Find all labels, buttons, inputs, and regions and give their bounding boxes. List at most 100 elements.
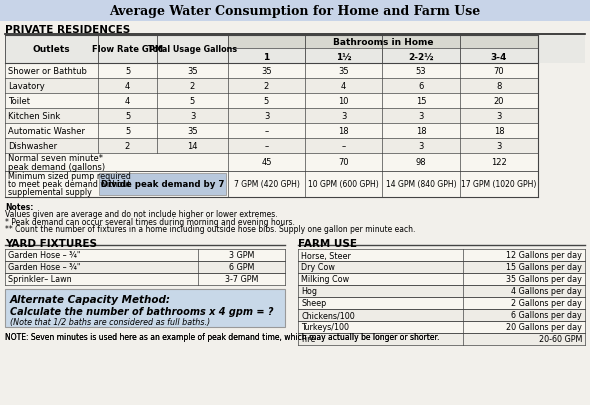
Text: 6 Gallons per day: 6 Gallons per day (512, 311, 582, 320)
Text: Chickens/100: Chickens/100 (301, 311, 355, 320)
Text: 20 Gallons per day: 20 Gallons per day (506, 323, 582, 332)
Text: (Note that 1/2 baths are considered as full baths.): (Note that 1/2 baths are considered as f… (10, 318, 210, 327)
Text: 6 GPM: 6 GPM (229, 263, 254, 272)
Bar (298, 261, 585, 273)
Text: peak demand (gallons): peak demand (gallons) (8, 163, 105, 172)
Text: Sprinkler– Lawn: Sprinkler– Lawn (8, 275, 71, 284)
Text: 3-4: 3-4 (491, 52, 507, 61)
Text: Calculate the number of bathrooms x 4 gpm = ?: Calculate the number of bathrooms x 4 gp… (10, 306, 274, 316)
Text: 2: 2 (190, 82, 195, 91)
Text: 70: 70 (494, 67, 504, 76)
Bar (5, 64, 538, 79)
Text: Flow Rate GPM: Flow Rate GPM (92, 45, 163, 54)
Text: Toilet: Toilet (8, 97, 30, 106)
Text: Average Water Consumption for Home and Farm Use: Average Water Consumption for Home and F… (109, 4, 481, 17)
Text: 10: 10 (338, 97, 349, 106)
Text: Shower or Bathtub: Shower or Bathtub (8, 67, 87, 76)
Bar (298, 333, 585, 345)
Text: Bathrooms in Home: Bathrooms in Home (333, 38, 433, 47)
Text: 45: 45 (261, 158, 272, 167)
Text: 1: 1 (263, 52, 270, 61)
Text: NOTE: Seven minutes is used here as an example of peak demand time, which may ac: NOTE: Seven minutes is used here as an e… (5, 332, 440, 341)
Text: 3: 3 (190, 112, 195, 121)
Bar (298, 273, 585, 285)
Text: 3: 3 (496, 142, 502, 151)
Text: –: – (264, 142, 268, 151)
Text: 4: 4 (341, 82, 346, 91)
Bar (228, 36, 538, 49)
Text: Dry Cow: Dry Cow (301, 263, 335, 272)
Text: 6: 6 (418, 82, 424, 91)
Text: Dishwasher: Dishwasher (8, 142, 57, 151)
Text: 15: 15 (416, 97, 426, 106)
Text: Total Usage Gallons: Total Usage Gallons (148, 45, 237, 54)
Text: 18: 18 (416, 127, 427, 136)
Text: Values given are average and do not include higher or lower extremes.: Values given are average and do not incl… (5, 210, 278, 219)
Text: NOTE: Seven minutes is used here as an example of peak demand time, which may ac: NOTE: Seven minutes is used here as an e… (5, 332, 440, 341)
Text: Fire: Fire (301, 335, 316, 344)
Text: YARD FIXTURES: YARD FIXTURES (5, 239, 97, 248)
Text: FARM USE: FARM USE (298, 239, 357, 248)
Text: 3: 3 (264, 112, 269, 121)
Text: Milking Cow: Milking Cow (301, 275, 349, 284)
Bar (5, 94, 538, 109)
Text: ** Count the number of fixtures in a home including outside hose bibs. Supply on: ** Count the number of fixtures in a hom… (5, 225, 415, 234)
Bar (5, 124, 538, 139)
Text: 35: 35 (261, 67, 272, 76)
Bar (298, 285, 585, 297)
Text: 3: 3 (418, 142, 424, 151)
Text: 122: 122 (491, 158, 507, 167)
Text: 5: 5 (190, 97, 195, 106)
Text: 4: 4 (125, 97, 130, 106)
Text: 5: 5 (125, 127, 130, 136)
Text: Garden Hose – ¾": Garden Hose – ¾" (8, 251, 80, 260)
Text: Lavatory: Lavatory (8, 82, 45, 91)
Bar (5, 261, 285, 273)
Text: Alternate Capacity Method:: Alternate Capacity Method: (10, 294, 171, 304)
Text: * Peak demand can occur several times during morning and evening hours.: * Peak demand can occur several times du… (5, 217, 295, 226)
Text: 35: 35 (187, 127, 198, 136)
Text: to meet peak demand without: to meet peak demand without (8, 180, 130, 189)
Text: Notes:: Notes: (5, 202, 34, 211)
Text: Kitchen Sink: Kitchen Sink (8, 112, 60, 121)
Text: 4: 4 (125, 82, 130, 91)
Text: Hog: Hog (301, 287, 317, 296)
Bar (99, 174, 226, 196)
Text: Automatic Washer: Automatic Washer (8, 127, 85, 136)
Text: 2 Gallons per day: 2 Gallons per day (511, 299, 582, 308)
Text: 15 Gallons per day: 15 Gallons per day (506, 263, 582, 272)
Text: Divide peak demand by 7: Divide peak demand by 7 (101, 180, 225, 189)
Text: Minimum sized pump required: Minimum sized pump required (8, 172, 131, 181)
Bar (298, 297, 585, 309)
Text: 10 GPM (600 GPH): 10 GPM (600 GPH) (308, 180, 379, 189)
Text: 2-2½: 2-2½ (408, 52, 434, 61)
Text: supplemental supply: supplemental supply (8, 188, 92, 197)
Text: 14 GPM (840 GPH): 14 GPM (840 GPH) (386, 180, 456, 189)
Text: 35 Gallons per day: 35 Gallons per day (506, 275, 582, 284)
Text: 2: 2 (264, 82, 269, 91)
Text: Horse, Steer: Horse, Steer (301, 251, 351, 260)
Text: Normal seven minute*: Normal seven minute* (8, 154, 103, 163)
Text: 4 Gallons per day: 4 Gallons per day (512, 287, 582, 296)
Text: 3-7 GPM: 3-7 GPM (225, 275, 258, 284)
Text: 8: 8 (496, 82, 502, 91)
Text: Sheep: Sheep (301, 299, 326, 308)
Text: 1½: 1½ (336, 52, 351, 61)
Text: 7 GPM (420 GPH): 7 GPM (420 GPH) (234, 180, 300, 189)
Text: PRIVATE RESIDENCES: PRIVATE RESIDENCES (5, 25, 130, 35)
Text: –: – (264, 127, 268, 136)
Bar (5, 139, 538, 153)
Bar (0, 0, 590, 22)
Bar (298, 309, 585, 321)
Text: 3: 3 (496, 112, 502, 121)
Bar (5, 79, 538, 94)
Text: 53: 53 (416, 67, 427, 76)
Text: 3 GPM: 3 GPM (229, 251, 254, 260)
Bar (5, 249, 285, 261)
Text: 3: 3 (418, 112, 424, 121)
Text: 3: 3 (341, 112, 346, 121)
Bar (5, 153, 538, 172)
Text: 98: 98 (416, 158, 427, 167)
Text: 35: 35 (187, 67, 198, 76)
Text: 20-60 GPM: 20-60 GPM (539, 335, 582, 344)
